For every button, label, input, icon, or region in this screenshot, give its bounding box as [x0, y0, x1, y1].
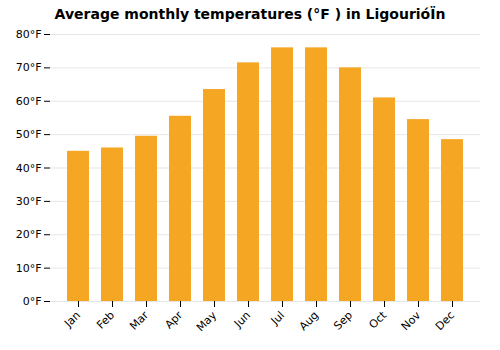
svg-text:Jan: Jan — [61, 309, 83, 331]
svg-text:50°F: 50°F — [16, 128, 42, 141]
svg-text:30°F: 30°F — [16, 195, 42, 208]
html-text:Average monthly temperatures (: Average monthly temperatures (°F ) in Li… — [54, 6, 446, 22]
svg-text:70°F: 70°F — [16, 61, 42, 74]
svg-text:May: May — [194, 308, 220, 334]
svg-text:10°F: 10°F — [16, 262, 42, 275]
svg-text:Jul: Jul — [268, 309, 287, 328]
svg-text:Aug: Aug — [297, 309, 321, 333]
svg-text:Mar: Mar — [127, 308, 151, 332]
svg-text:Oct: Oct — [366, 308, 389, 331]
svg-text:60°F: 60°F — [16, 95, 42, 108]
svg-text:Jun: Jun — [231, 309, 253, 331]
svg-text:Sep: Sep — [331, 309, 355, 333]
svg-text:Dec: Dec — [433, 309, 457, 333]
svg-text:0°F: 0°F — [23, 295, 42, 308]
svg-text:Feb: Feb — [94, 309, 117, 332]
svg-text:20°F: 20°F — [16, 228, 42, 241]
svg-text:40°F: 40°F — [16, 162, 42, 175]
svg-text:Nov: Nov — [399, 308, 424, 333]
svg-text:Apr: Apr — [162, 308, 185, 331]
svg-text:80°F: 80°F — [16, 28, 42, 41]
